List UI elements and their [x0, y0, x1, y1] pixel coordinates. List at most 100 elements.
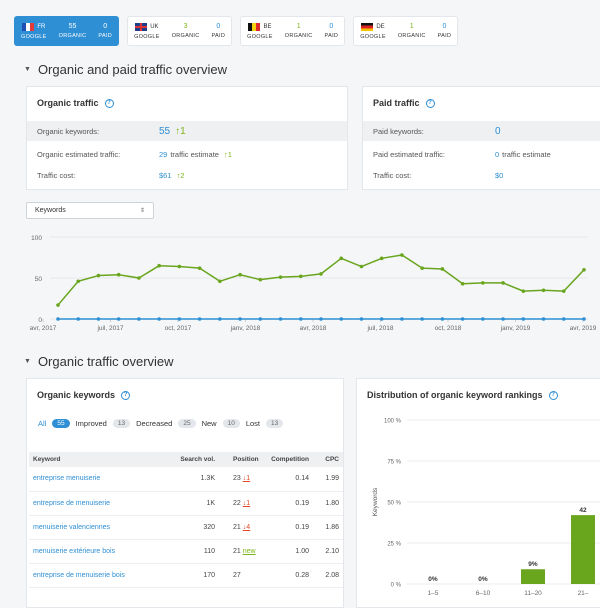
column-header[interactable]: Keyword [29, 452, 169, 467]
organic-cost-value[interactable]: $61 [159, 170, 172, 180]
paid-label: PAID [98, 33, 113, 39]
position-cell: 23 ↓1 [219, 467, 267, 492]
data-point [582, 268, 586, 272]
column-header[interactable]: Competition [267, 452, 313, 467]
filter-lost[interactable]: Lost [245, 419, 261, 428]
table-header-row: Keyword Search vol. Position Competition… [29, 452, 343, 467]
data-point [481, 317, 485, 321]
data-point [258, 317, 263, 321]
collapse-caret-icon[interactable]: ▼ [24, 358, 31, 365]
belgium-flag-icon [248, 22, 261, 31]
keywords-trend-chart: 0 50 100 avr, 2017 juil, 2017 oct, 2017 janv, … [30, 235, 597, 332]
table-row: entreprise de menuiserie 1K 22 ↓1 0.19 1… [29, 491, 343, 516]
y-tick-label: 0 % [391, 583, 402, 589]
keyword-link[interactable]: menuiserie valenciennes [29, 515, 169, 540]
data-point [359, 317, 364, 321]
data-point [157, 263, 161, 268]
card-title: Distribution of organic keyword rankings [367, 390, 543, 400]
bar [521, 569, 545, 584]
country-tab-be[interactable]: BE GOOGLE 1 ORGANIC 0 PAID [240, 16, 346, 46]
paid-traffic-row: Paid estimated traffic: 0 traffic estima… [363, 144, 600, 164]
help-icon[interactable]: ? [425, 98, 435, 108]
engine-label: GOOGLE [21, 33, 47, 40]
position-cell: 22 ↓1 [219, 491, 267, 516]
column-header[interactable]: Search vol. [169, 452, 219, 467]
organic-keywords-value[interactable]: 55 [159, 125, 171, 137]
help-icon[interactable]: ? [548, 390, 558, 400]
column-header[interactable]: CPC [313, 452, 343, 467]
row-label: Paid estimated traffic: [373, 149, 445, 159]
table-row: entreprise menuiserie 1.3K 23 ↓1 0.14 1.… [29, 467, 343, 492]
metric-select[interactable]: Keywords ⇕ [26, 202, 154, 219]
help-icon[interactable]: ? [121, 390, 131, 400]
row-label: Traffic cost: [373, 170, 412, 180]
data-point [541, 317, 546, 321]
x-tick-label: janv, 2019 [500, 325, 531, 332]
filter-all[interactable]: All [38, 419, 47, 428]
keyword-link[interactable]: menuiserie extérieure bois [29, 539, 169, 564]
card-title: Paid traffic [373, 98, 420, 108]
country-tab-fr[interactable]: FR GOOGLE 55 ORGANIC 0 PAID [14, 16, 120, 46]
paid-cost-value[interactable]: $0 [495, 170, 504, 180]
paid-traffic-value[interactable]: 0 [495, 149, 500, 159]
y-tick-label: 75 % [387, 460, 401, 466]
data-point [420, 266, 424, 270]
series-line [57, 254, 585, 306]
germany-flag-icon [361, 22, 374, 31]
paid-count: 0 [442, 23, 447, 30]
data-point [218, 317, 222, 321]
keyword-link[interactable]: entreprise de menuiserie bois [29, 563, 169, 588]
keyword-link[interactable]: entreprise de menuiserie [29, 491, 169, 516]
data-point [177, 264, 182, 269]
filter-improved[interactable]: Improved [75, 419, 107, 428]
filter-new[interactable]: New [201, 419, 217, 428]
cpc: 1.99 [313, 467, 343, 492]
table-row: menuiserie extérieure bois 110 21 new 1.… [29, 539, 343, 564]
keyword-filters: All 55 Improved 13 Decreased 25 New 10 L… [38, 419, 284, 428]
data-point [460, 281, 465, 286]
position-cell: 27 [219, 563, 267, 588]
data-point [420, 317, 424, 321]
organic-label: ORGANIC [58, 33, 87, 39]
country-tab-uk[interactable]: UK GOOGLE 3 ORGANIC 0 PAID [127, 16, 233, 46]
data-point [278, 317, 283, 321]
column-header[interactable]: Position [219, 452, 267, 467]
data-point [440, 317, 445, 321]
search-volume: 170 [169, 563, 219, 588]
keyword-link[interactable]: entreprise menuiserie [29, 467, 169, 492]
collapse-caret-icon[interactable]: ▼ [24, 66, 31, 73]
organic-traffic-card: Organic traffic ? Organic keywords: 55 ↑… [26, 86, 348, 190]
data-point [501, 281, 505, 285]
paid-keywords-value[interactable]: 0 [495, 125, 501, 137]
paid-traffic-card: Paid traffic ? Paid keywords: 0 Paid est… [362, 86, 600, 190]
card-title: Organic keywords [37, 390, 116, 400]
competition: 0.19 [267, 515, 313, 540]
country-code: FR [37, 23, 46, 30]
engine-label: GOOGLE [360, 33, 386, 40]
organic-label: ORGANIC [171, 33, 200, 39]
data-point [379, 256, 384, 261]
table-row: entreprise de menuiserie bois 170 27 0.2… [29, 563, 343, 588]
uk-flag-icon [135, 22, 148, 31]
data-point [137, 317, 141, 321]
country-code: UK [150, 23, 159, 30]
filter-count: 55 [52, 419, 70, 428]
help-icon[interactable]: ? [104, 98, 114, 108]
data-point [197, 266, 202, 270]
organic-section-header[interactable]: ▼ Organic traffic overview [24, 354, 174, 369]
competition: 0.14 [267, 467, 313, 492]
filter-decreased[interactable]: Decreased [136, 419, 173, 428]
country-tab-de[interactable]: DE GOOGLE 1 ORGANIC 0 PAID [353, 16, 459, 46]
data-point [298, 317, 303, 321]
competition: 1.00 [267, 539, 313, 564]
organic-traffic-row: Organic estimated traffic: 29 traffic es… [27, 144, 347, 164]
y-tick-label: 0 [38, 317, 42, 324]
x-tick-label: avr, 2017 [30, 325, 57, 332]
x-tick-label: janv, 2018 [230, 325, 261, 332]
organic-traffic-value[interactable]: 29 [159, 149, 168, 159]
x-tick-label: oct, 2018 [435, 325, 462, 332]
competition: 0.28 [267, 563, 313, 588]
overview-section-header[interactable]: ▼ Organic and paid traffic overview [24, 62, 227, 77]
y-tick-label: 50 % [387, 501, 401, 507]
row-label: Traffic cost: [37, 170, 76, 180]
